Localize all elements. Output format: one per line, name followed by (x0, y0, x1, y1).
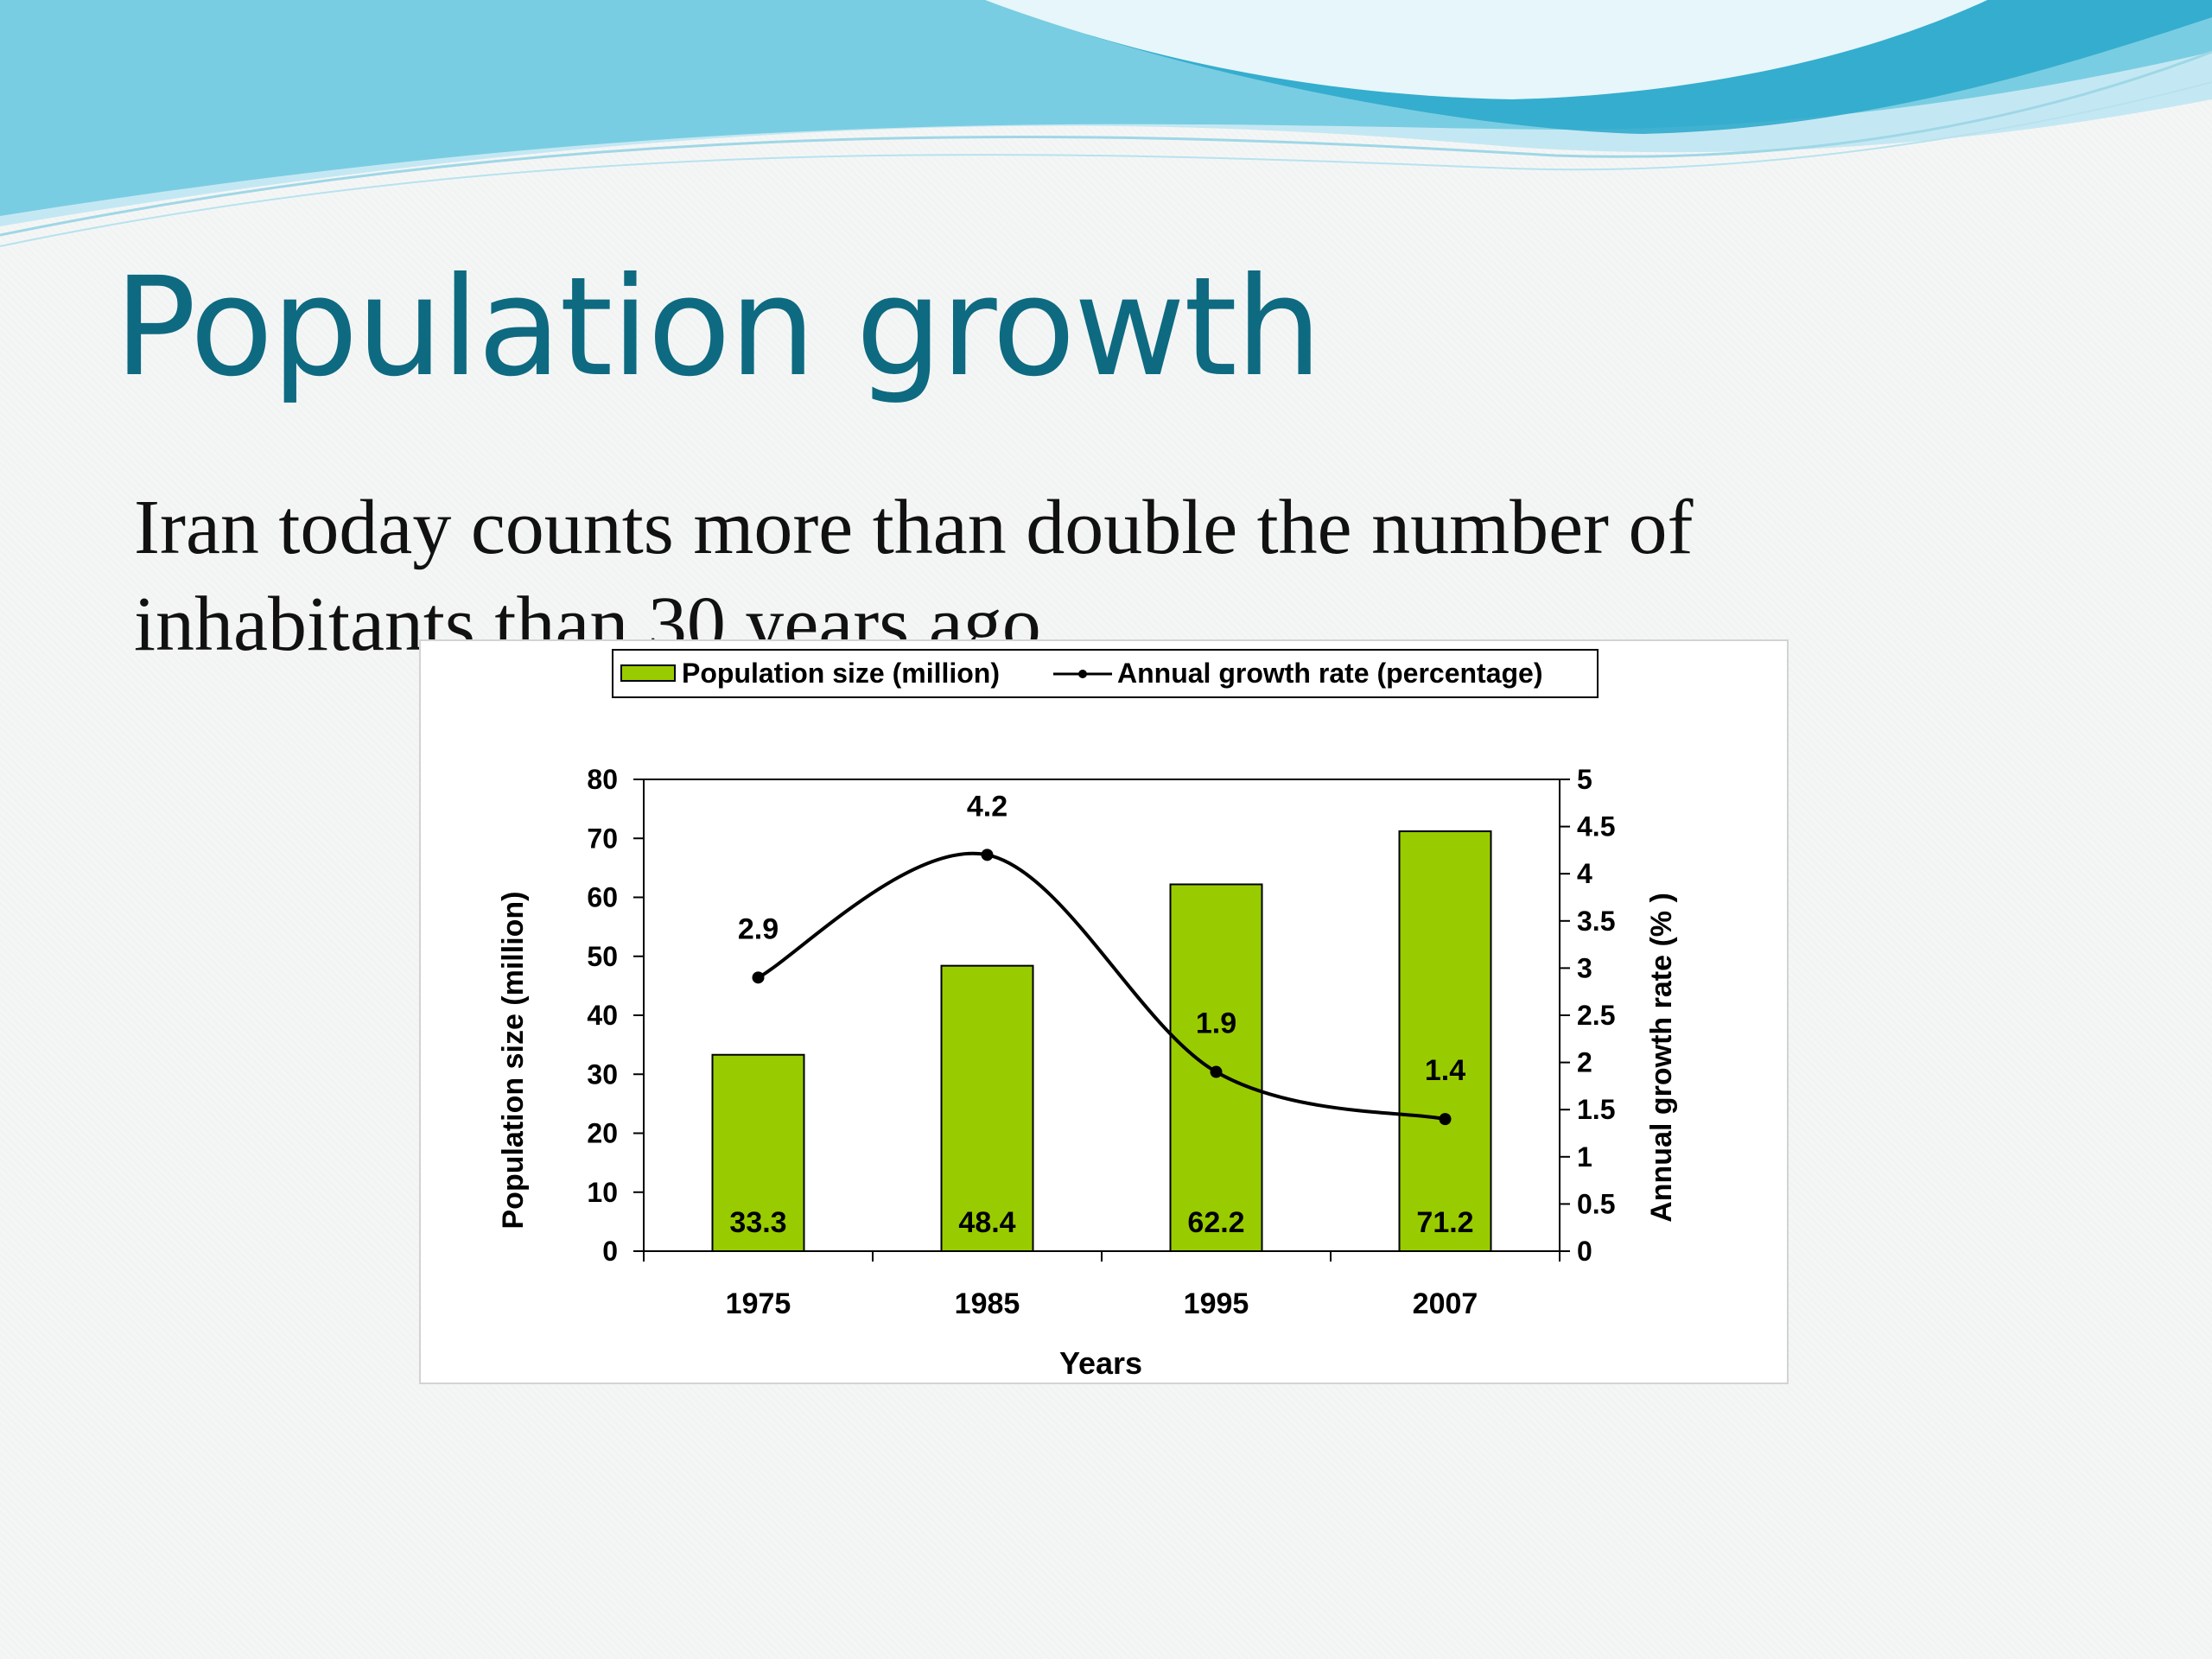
y2-tick-label: 3.5 (1577, 906, 1615, 937)
legend: Population size (million) Annual growth … (612, 649, 1599, 698)
y-tick-label: 10 (587, 1177, 618, 1208)
y2-tick-label: 3 (1577, 952, 1592, 983)
y2-tick-label: 0 (1577, 1236, 1592, 1267)
growth-rate-point-1995 (1210, 1065, 1223, 1078)
y-axis-title: Population size (million) (497, 892, 530, 1230)
bar-2007 (1398, 830, 1492, 1252)
x-category-label: 1995 (1184, 1287, 1249, 1320)
y-tick-label: 40 (587, 1000, 618, 1031)
x-category-label: 2007 (1413, 1287, 1478, 1320)
x-category-label: 1985 (955, 1287, 1020, 1320)
wave-line-1 (0, 50, 2212, 237)
y-tick-label: 20 (587, 1118, 618, 1149)
bar-value-label: 48.4 (958, 1206, 1015, 1239)
y2-tick-label: 2.5 (1577, 1000, 1615, 1031)
y2-tick-label: 4 (1577, 858, 1592, 889)
y2-tick-label: 4.5 (1577, 811, 1615, 842)
y-tick-label: 30 (587, 1058, 618, 1090)
y2-tick-label: 1 (1577, 1141, 1592, 1173)
growth-rate-point-1975 (752, 971, 765, 984)
bar-value-label: 33.3 (729, 1206, 786, 1239)
y2-axis-title: Annual growth rate (% ) (1645, 893, 1678, 1223)
wave-white-band (985, 0, 1987, 99)
y-tick-label: 50 (587, 941, 618, 972)
chart-container: Population size (million) Annual growth … (419, 639, 1789, 1384)
y2-tick-label: 0.5 (1577, 1188, 1615, 1219)
chart-svg: Population size (million) Annual growth … (497, 649, 1678, 1381)
y2-tick-label: 1.5 (1577, 1094, 1615, 1125)
y2-tick-label: 5 (1577, 764, 1592, 795)
growth-rate-line (757, 851, 1446, 1122)
bar-1975 (711, 1053, 805, 1253)
growth-rate-label: 2.9 (738, 912, 779, 945)
growth-rate-point-1985 (981, 849, 994, 861)
x-category-label: 1975 (726, 1287, 791, 1320)
bar-value-label: 71.2 (1416, 1206, 1473, 1239)
growth-rate-point-2007 (1439, 1113, 1452, 1126)
plot-area: 0 10 20 30 40 50 60 70 80 0 0.5 1 1.5 2 2.5 3 3.5 4 4.5 5 33… (587, 764, 1615, 1320)
y-tick-label: 70 (587, 823, 618, 854)
legend-line-marker (1078, 670, 1087, 678)
legend-line-label: Annual growth rate (percentage) (1117, 658, 1543, 689)
growth-rate-label: 1.9 (1196, 1007, 1236, 1040)
header-wave-decoration (0, 0, 2212, 247)
legend-bar-swatch (620, 664, 676, 682)
bar-value-label: 62.2 (1187, 1206, 1244, 1239)
y2-tick-label: 2 (1577, 1047, 1592, 1078)
growth-rate-label: 1.4 (1425, 1054, 1465, 1087)
bar-1985 (940, 964, 1034, 1252)
growth-rate-label: 4.2 (967, 790, 1007, 823)
legend-bar-label: Population size (million) (682, 658, 1000, 689)
wave-line-2 (0, 81, 2212, 247)
y-tick-label: 60 (587, 882, 618, 913)
y-tick-label: 0 (602, 1236, 618, 1267)
x-axis-title: Years (1059, 1345, 1142, 1381)
slide-title: Population growth (114, 248, 1322, 407)
y-tick-label: 80 (587, 764, 618, 795)
